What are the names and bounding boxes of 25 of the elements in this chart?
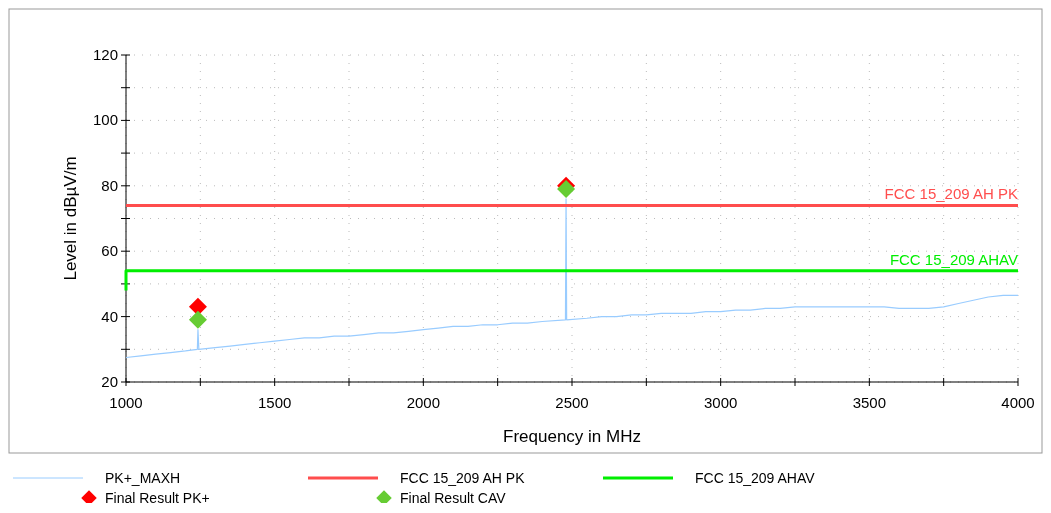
point (188, 297, 207, 316)
point (188, 310, 207, 329)
annotation: FCC 15_209 AHAV (889, 250, 1018, 268)
y-tick-label: 120 (92, 46, 118, 63)
y-tick-label: 40 (101, 307, 118, 325)
point (557, 180, 576, 199)
x-tick-label: 4000 (1001, 394, 1035, 411)
x-tick-label: 3500 (852, 394, 887, 411)
y-tick-label: 100 (92, 111, 118, 129)
y-tick-label: 60 (101, 242, 118, 260)
y-tick-label: 20 (101, 373, 118, 390)
x-tick-label: 2000 (406, 394, 441, 411)
legend-label: FCC 15_209 AHAV (695, 470, 816, 486)
annotation: FCC 15_209 AH PK (884, 185, 1018, 203)
x-tick-label: 1500 (257, 394, 292, 411)
y-tick-label: 80 (101, 176, 118, 194)
legend-label: Final Result PK+ (105, 490, 210, 506)
y-axis-title: Level in dBµV/m (61, 156, 80, 281)
x-axis-title: Frequency in MHz (503, 427, 641, 446)
x-tick-label: 3000 (703, 394, 738, 411)
x-tick-label: 2500 (555, 394, 589, 411)
x-tick-label: 1000 (109, 394, 143, 411)
legend-label: PK+_MAXH (105, 470, 181, 486)
legend-label: FCC 15_209 AH PK (400, 470, 526, 486)
legend-label: Final Result CAV (400, 490, 507, 506)
